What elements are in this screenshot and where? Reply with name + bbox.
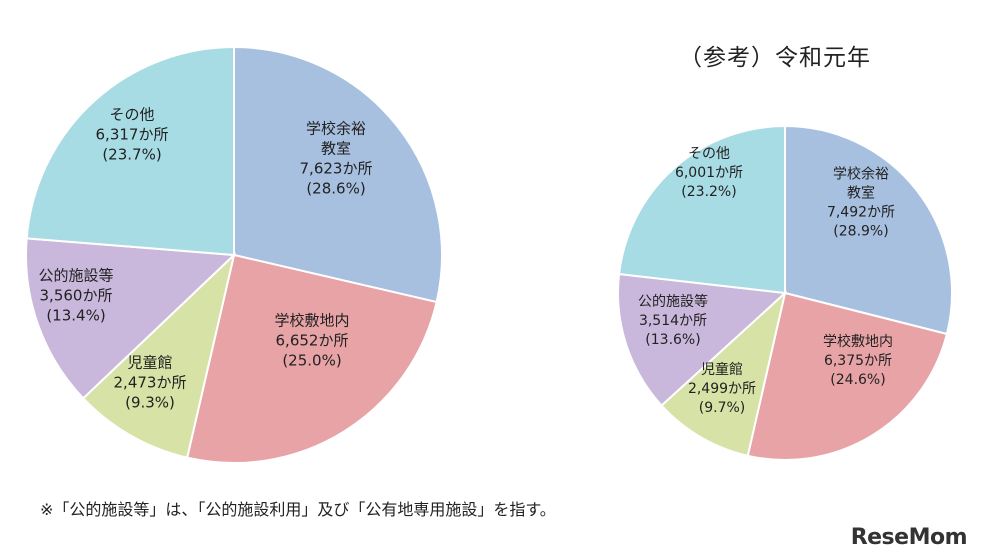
pie-slice: [185, 253, 438, 465]
slice-label: 学校余裕教室 7,623か所(28.6%): [300, 119, 373, 197]
slice-label: 学校敷地内 6,652か所(25.0%): [274, 311, 349, 369]
slice-label: 学校余裕教室 7,492か所(28.9%): [827, 165, 895, 239]
resemom-logo: ReseMom: [850, 525, 968, 550]
pie-slice: [81, 251, 236, 459]
slice-label: 児童館 2,499か所(9.7%): [688, 361, 756, 416]
slice-label: 児童館 2,473か所(9.3%): [114, 353, 187, 411]
pie-slice: [617, 272, 788, 407]
pie-slice: [233, 45, 443, 304]
slice-label: その他 6,001か所(23.2%): [675, 146, 743, 200]
footnote: ※「公的施設等」は、「公的施設利用」及び「公有地専用施設」を指す。: [40, 500, 556, 519]
pie-slice: [660, 290, 787, 457]
pie-slice: [25, 237, 237, 400]
pie-chart-1: 学校余裕教室 7,623か所(28.6%) 学校敷地内 6,652か所(25.0%) 児…: [25, 45, 443, 465]
pie-slice: [746, 291, 949, 461]
pie-slice: [784, 124, 954, 336]
pie-chart-2: 学校余裕教室 7,492か所(28.9%) 学校敷地内 6,375か所(24.6%) 児…: [617, 124, 954, 461]
pie-slice: [25, 45, 235, 257]
slice-label: その他 6,317か所(23.7%): [96, 105, 169, 163]
slice-label: 学校敷地内 6,375か所(24.6%): [823, 333, 893, 388]
reference-chart-title: （参考）令和元年: [679, 45, 871, 71]
slice-label: 公的施設等 3,514か所(13.6%): [638, 293, 708, 348]
pie-slice: [617, 124, 786, 295]
slice-label: 公的施設等 3,560か所(13.4%): [38, 266, 113, 324]
